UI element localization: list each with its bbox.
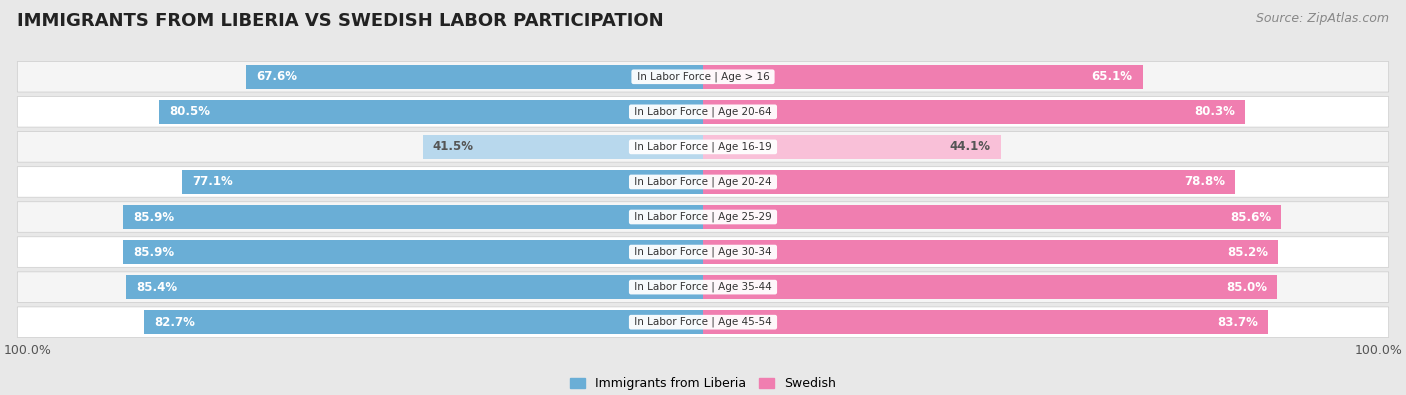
Bar — [159, 100, 703, 124]
Text: 41.5%: 41.5% — [433, 140, 474, 153]
Bar — [703, 65, 1143, 89]
Text: In Labor Force | Age 25-29: In Labor Force | Age 25-29 — [631, 212, 775, 222]
Bar — [423, 135, 703, 159]
Bar — [122, 205, 703, 229]
Text: 85.9%: 85.9% — [134, 211, 174, 224]
Text: 85.4%: 85.4% — [136, 280, 177, 293]
Text: 85.0%: 85.0% — [1226, 280, 1267, 293]
FancyBboxPatch shape — [17, 132, 1389, 162]
Text: IMMIGRANTS FROM LIBERIA VS SWEDISH LABOR PARTICIPATION: IMMIGRANTS FROM LIBERIA VS SWEDISH LABOR… — [17, 12, 664, 30]
FancyBboxPatch shape — [17, 202, 1389, 232]
FancyBboxPatch shape — [17, 167, 1389, 197]
Text: 77.1%: 77.1% — [193, 175, 233, 188]
Bar — [246, 65, 703, 89]
FancyBboxPatch shape — [17, 237, 1389, 267]
Bar — [703, 135, 1001, 159]
Bar — [703, 205, 1281, 229]
Bar — [703, 170, 1236, 194]
Text: In Labor Force | Age 20-24: In Labor Force | Age 20-24 — [631, 177, 775, 187]
Text: 85.9%: 85.9% — [134, 246, 174, 259]
FancyBboxPatch shape — [17, 307, 1389, 337]
Text: 85.6%: 85.6% — [1230, 211, 1271, 224]
Text: 44.1%: 44.1% — [949, 140, 991, 153]
Text: In Labor Force | Age 16-19: In Labor Force | Age 16-19 — [631, 142, 775, 152]
Text: 85.2%: 85.2% — [1227, 246, 1268, 259]
Text: 65.1%: 65.1% — [1091, 70, 1133, 83]
Bar — [145, 310, 703, 334]
Text: In Labor Force | Age > 16: In Labor Force | Age > 16 — [634, 71, 772, 82]
Text: In Labor Force | Age 45-54: In Labor Force | Age 45-54 — [631, 317, 775, 327]
FancyBboxPatch shape — [17, 272, 1389, 302]
FancyBboxPatch shape — [17, 97, 1389, 127]
Text: In Labor Force | Age 35-44: In Labor Force | Age 35-44 — [631, 282, 775, 292]
Bar — [703, 275, 1277, 299]
Text: 82.7%: 82.7% — [155, 316, 195, 329]
Text: 78.8%: 78.8% — [1184, 175, 1225, 188]
Bar — [122, 240, 703, 264]
Text: In Labor Force | Age 20-64: In Labor Force | Age 20-64 — [631, 107, 775, 117]
Bar — [127, 275, 703, 299]
Bar — [703, 310, 1268, 334]
Bar — [703, 100, 1246, 124]
Text: 83.7%: 83.7% — [1218, 316, 1258, 329]
Legend: Immigrants from Liberia, Swedish: Immigrants from Liberia, Swedish — [565, 372, 841, 395]
Bar — [183, 170, 703, 194]
Text: Source: ZipAtlas.com: Source: ZipAtlas.com — [1256, 12, 1389, 25]
Text: In Labor Force | Age 30-34: In Labor Force | Age 30-34 — [631, 247, 775, 257]
Bar — [703, 240, 1278, 264]
Text: 80.3%: 80.3% — [1194, 105, 1236, 118]
FancyBboxPatch shape — [17, 62, 1389, 92]
Text: 67.6%: 67.6% — [256, 70, 298, 83]
Text: 80.5%: 80.5% — [169, 105, 211, 118]
